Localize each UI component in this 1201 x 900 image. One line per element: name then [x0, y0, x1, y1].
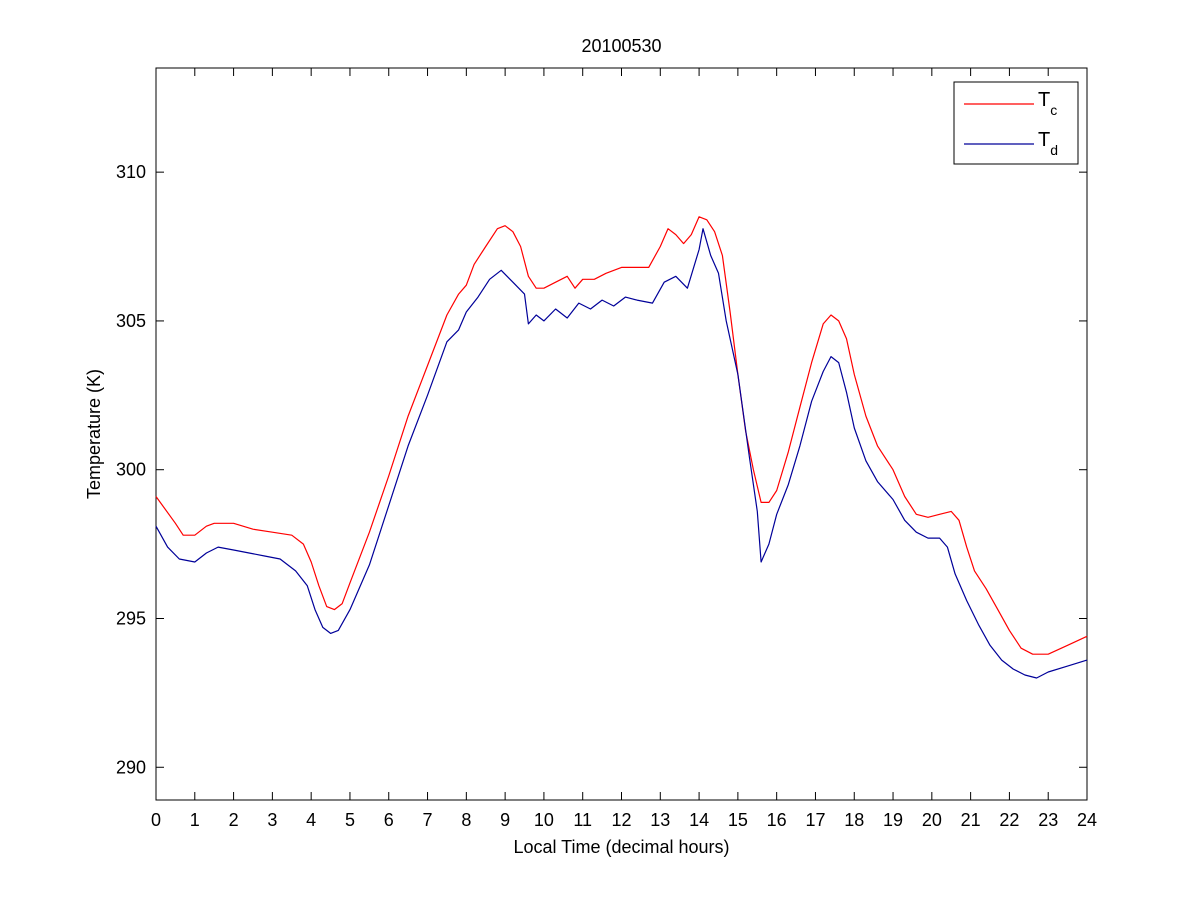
x-tick-label: 5: [345, 810, 355, 830]
series-line-1: [155, 228, 1088, 679]
y-axis-label: Temperature (K): [84, 369, 104, 499]
x-tick-label: 6: [384, 810, 394, 830]
x-tick-label: 7: [423, 810, 433, 830]
x-tick-label: 16: [767, 810, 787, 830]
series-line-0: [155, 216, 1088, 655]
y-tick-label: 290: [116, 757, 146, 777]
x-axis-label: Local Time (decimal hours): [513, 837, 729, 857]
x-tick-label: 4: [306, 810, 316, 830]
x-tick-label: 1: [190, 810, 200, 830]
x-tick-label: 13: [650, 810, 670, 830]
x-tick-label: 11: [573, 810, 592, 830]
x-tick-label: 15: [728, 810, 748, 830]
y-tick-label: 310: [116, 162, 146, 182]
x-tick-label: 8: [461, 810, 471, 830]
x-tick-label: 9: [500, 810, 510, 830]
x-tick-label: 14: [689, 810, 709, 830]
x-tick-label: 19: [883, 810, 903, 830]
series-lines: [155, 216, 1088, 679]
x-tick-label: 21: [961, 810, 981, 830]
x-tick-label: 12: [611, 810, 631, 830]
x-tick-label: 18: [844, 810, 864, 830]
legend-label-1: Td: [1038, 129, 1058, 158]
y-tick-label: 300: [116, 460, 146, 480]
x-tick-label: 20: [922, 810, 942, 830]
x-tick-label: 22: [999, 810, 1019, 830]
axes-box: [155, 67, 1088, 801]
y-tick-label: 305: [116, 311, 146, 331]
axis-ticks: 0 1 2 3 4 5 6 7 8 9 10 11 12 13 14 15 16 17 18 19 20 21 22 23 24…: [116, 68, 1097, 830]
x-tick-label: 10: [534, 810, 554, 830]
x-tick-label: 0: [151, 810, 161, 830]
legend: Tc Td: [953, 81, 1079, 165]
y-tick-label: 295: [116, 608, 146, 628]
chart-title: 20100530: [581, 36, 661, 56]
x-tick-label: 3: [267, 810, 277, 830]
x-tick-label: 2: [229, 810, 239, 830]
x-tick-label: 17: [805, 810, 825, 830]
legend-label-0: Tc: [1038, 89, 1057, 118]
x-tick-label: 24: [1077, 810, 1097, 830]
legend-box: [953, 81, 1079, 165]
x-tick-label: 23: [1038, 810, 1058, 830]
